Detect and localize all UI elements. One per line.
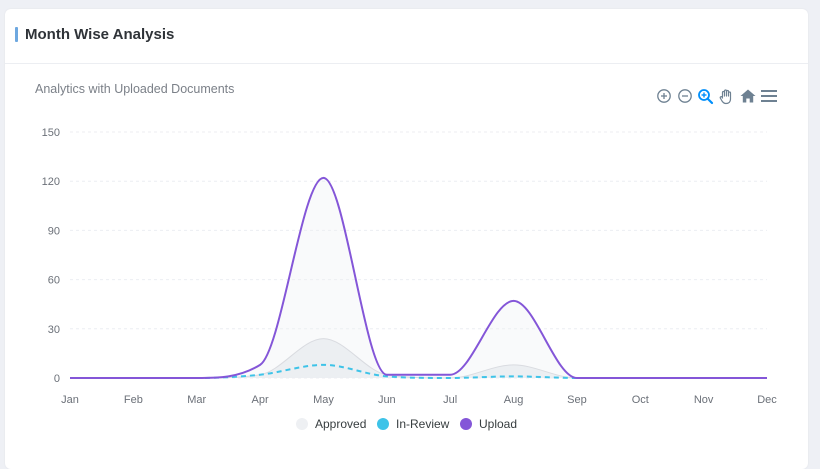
x-tick-label: Nov xyxy=(694,394,714,406)
zoom-out-icon[interactable] xyxy=(674,85,695,107)
in-review-series-line xyxy=(69,363,767,379)
month-wise-analysis-card: Month Wise Analysis Analytics with Uploa… xyxy=(5,9,808,469)
approved-area xyxy=(70,338,767,378)
chart-toolbar xyxy=(653,85,779,107)
y-tick-label: 90 xyxy=(48,225,60,237)
x-tick-label: Aug xyxy=(504,394,524,406)
approved-series-line xyxy=(69,338,767,379)
upload-area xyxy=(70,177,767,378)
x-tick-label: Sep xyxy=(567,394,587,406)
area-chart: 0 30 60 90 120 150 Jan Feb Mar Apr May Jun Jul Aug Sep… xyxy=(42,127,778,431)
upload-series-line xyxy=(69,176,767,379)
y-tick-label: 150 xyxy=(42,127,60,139)
x-tick-label: Oct xyxy=(632,394,649,406)
card-header: Month Wise Analysis xyxy=(5,9,808,64)
selection-zoom-icon[interactable] xyxy=(695,85,716,107)
x-tick-label: Feb xyxy=(124,394,143,406)
upload-legend-marker[interactable] xyxy=(460,418,472,430)
in-review-legend-label[interactable]: In-Review xyxy=(396,417,450,431)
x-tick-label: Mar xyxy=(187,394,206,406)
pan-hand-icon[interactable] xyxy=(716,85,737,107)
x-tick-label: Jul xyxy=(443,394,457,406)
title-accent-bar xyxy=(15,27,18,42)
x-tick-label: Jan xyxy=(61,394,79,406)
approved-legend-label[interactable]: Approved xyxy=(315,417,366,431)
approved-legend-marker[interactable] xyxy=(296,418,308,430)
chart-subtitle: Analytics with Uploaded Documents xyxy=(35,82,235,96)
y-tick-label: 0 xyxy=(54,373,60,385)
x-tick-label: May xyxy=(313,394,334,406)
x-tick-label: Jun xyxy=(378,394,396,406)
card-title: Month Wise Analysis xyxy=(25,26,175,43)
y-tick-label: 120 xyxy=(42,176,60,188)
zoom-in-icon[interactable] xyxy=(653,85,674,107)
in-review-legend-marker[interactable] xyxy=(377,418,389,430)
y-tick-label: 30 xyxy=(48,324,60,336)
x-tick-label: Dec xyxy=(757,394,777,406)
upload-legend-label[interactable]: Upload xyxy=(479,417,517,431)
menu-icon[interactable] xyxy=(758,85,779,107)
reset-home-icon[interactable] xyxy=(737,85,758,107)
x-tick-label: Apr xyxy=(252,394,269,406)
y-tick-label: 60 xyxy=(48,275,60,287)
